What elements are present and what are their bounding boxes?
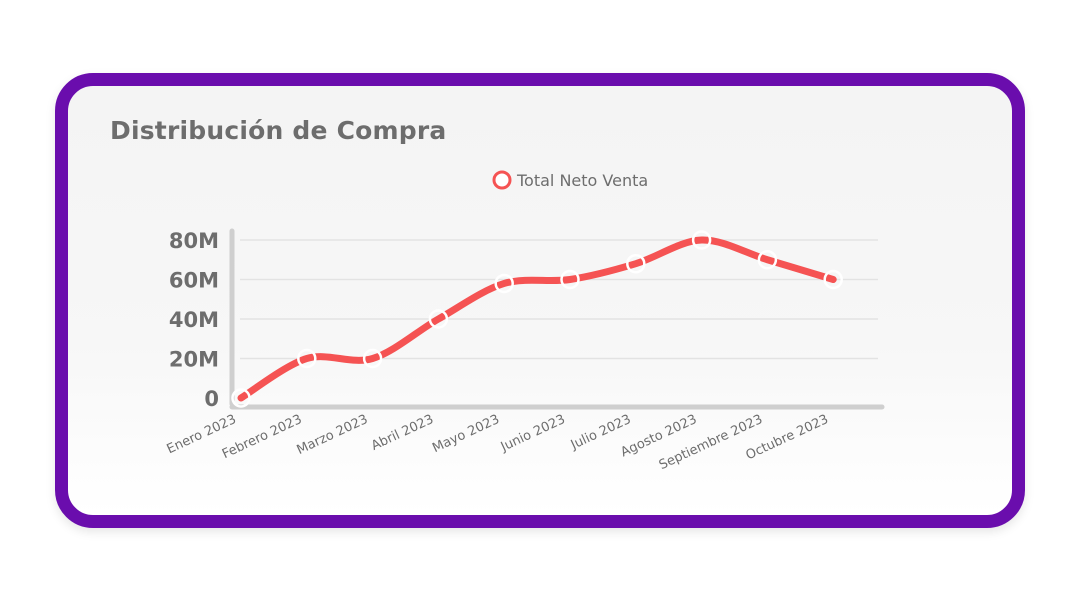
legend-label[interactable]: Total Neto Venta [516, 171, 648, 190]
data-point[interactable] [494, 273, 514, 294]
data-point[interactable] [757, 250, 778, 270]
legend-marker [492, 170, 512, 190]
y-tick-label: 80M [169, 229, 219, 253]
y-tick-label: 60M [169, 269, 219, 293]
chart-card: Distribución de Compra [55, 73, 1025, 528]
series-line [237, 236, 837, 402]
series-total-neto-venta [231, 230, 843, 408]
data-point[interactable] [560, 269, 580, 290]
chart-legend: Total Neto Venta [492, 170, 648, 190]
x-tick-label: Marzo 2023 [295, 412, 371, 458]
data-point[interactable] [823, 269, 843, 290]
data-point[interactable] [428, 309, 449, 329]
x-tick-label: Junio 2023 [498, 412, 568, 455]
grid-lines [240, 239, 878, 360]
data-point[interactable] [691, 230, 712, 250]
data-point[interactable] [297, 348, 317, 369]
y-tick-label: 0 [204, 387, 219, 411]
x-tick-label: Mayo 2023 [430, 412, 502, 456]
x-tick-label: Abril 2023 [369, 412, 436, 454]
data-point[interactable] [626, 253, 646, 274]
y-tick-label: 40M [169, 308, 219, 332]
data-point[interactable] [362, 348, 383, 369]
y-axis-ticks: 0 20M 40M 60M 80M [169, 229, 219, 411]
data-point[interactable] [231, 388, 251, 408]
y-tick-label: 20M [169, 348, 219, 372]
chart-title: Distribución de Compra [110, 116, 447, 145]
chart-axes [229, 228, 885, 410]
